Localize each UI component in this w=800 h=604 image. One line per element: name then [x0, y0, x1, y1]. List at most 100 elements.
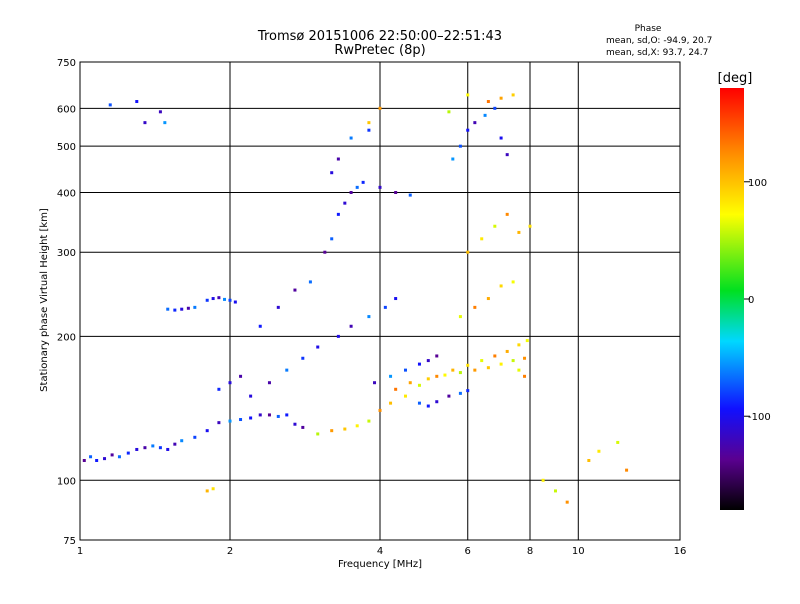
data-point	[135, 100, 139, 104]
data-point	[126, 451, 130, 455]
data-point	[308, 280, 312, 284]
chart-subtitle: RwPretec (8p)	[334, 43, 425, 58]
data-point	[458, 144, 462, 148]
data-point	[378, 185, 382, 189]
data-point	[316, 345, 320, 349]
data-point	[330, 429, 334, 433]
colorbar-label: [deg]	[718, 71, 753, 86]
data-point	[82, 458, 86, 462]
data-point	[417, 362, 421, 366]
data-point	[426, 404, 430, 408]
data-point	[511, 359, 515, 363]
data-point	[89, 455, 93, 459]
data-point	[523, 374, 527, 378]
data-point	[378, 106, 382, 110]
data-point	[483, 113, 487, 117]
data-point	[565, 500, 569, 504]
data-point	[511, 280, 515, 284]
data-point	[528, 224, 532, 228]
data-point	[249, 416, 253, 420]
data-point	[166, 447, 170, 451]
data-point	[233, 300, 237, 304]
y-axis-label: Stationary phase Virtual Height [km]	[39, 208, 50, 392]
x-tick-label: 10	[572, 546, 585, 557]
data-point	[267, 381, 271, 385]
colorbar	[720, 88, 744, 510]
data-point	[211, 297, 215, 301]
x-tick-label: 16	[674, 546, 687, 557]
data-point	[217, 387, 221, 391]
data-point	[205, 489, 209, 493]
data-point	[217, 296, 221, 300]
data-point	[505, 153, 509, 157]
data-point	[499, 96, 503, 100]
data-point	[349, 324, 353, 328]
data-point	[330, 171, 334, 175]
data-point	[466, 128, 470, 132]
data-point	[447, 110, 451, 114]
data-point	[285, 368, 289, 372]
data-point	[166, 307, 170, 311]
data-point	[349, 136, 353, 140]
data-point	[108, 103, 112, 107]
data-point	[110, 453, 114, 457]
data-points	[82, 93, 629, 504]
data-point	[473, 121, 477, 125]
data-point	[541, 478, 545, 482]
data-point	[466, 363, 470, 367]
data-point	[205, 429, 209, 433]
x-axis-ticks: 1 2 4 6 8 10 16	[77, 546, 687, 557]
data-point	[228, 419, 232, 423]
data-point	[473, 305, 477, 309]
data-point	[163, 121, 167, 125]
data-point	[336, 212, 340, 216]
data-point	[323, 250, 327, 254]
data-point	[466, 389, 470, 393]
data-point	[394, 190, 398, 194]
colorbar-ticks: 100 0 -100	[744, 178, 771, 423]
data-point	[301, 356, 305, 360]
data-point	[151, 444, 155, 448]
data-point	[336, 334, 340, 338]
data-point	[117, 455, 121, 459]
data-point	[267, 413, 271, 417]
data-point	[135, 447, 139, 451]
colorbar-tick-label: -100	[748, 412, 771, 423]
x-tick-label: 2	[227, 546, 233, 557]
data-point	[239, 374, 243, 378]
data-point	[417, 383, 421, 387]
data-point	[373, 381, 377, 385]
data-point	[389, 374, 393, 378]
data-point	[349, 190, 353, 194]
data-point	[143, 446, 147, 450]
data-point	[616, 440, 620, 444]
data-point	[493, 106, 497, 110]
data-point	[103, 457, 107, 461]
data-point	[143, 121, 147, 125]
data-point	[403, 368, 407, 372]
data-point	[95, 458, 99, 462]
data-point	[383, 305, 387, 309]
data-point	[211, 487, 215, 491]
phase-info-x: mean, sd,X: 93.7, 24.7	[606, 48, 708, 58]
data-point	[276, 305, 280, 309]
data-point	[301, 425, 305, 429]
y-tick-label: 750	[57, 58, 76, 69]
data-point	[258, 324, 262, 328]
data-point	[499, 284, 503, 288]
data-point	[451, 157, 455, 161]
phase-info-title: Phase	[635, 24, 662, 34]
data-point	[493, 354, 497, 358]
x-tick-label: 1	[77, 546, 83, 557]
data-point	[367, 419, 371, 423]
plot-frame	[79, 61, 681, 541]
data-point	[180, 307, 184, 311]
data-point	[276, 414, 280, 418]
data-point	[389, 401, 393, 405]
data-point	[403, 394, 407, 398]
data-point	[499, 362, 503, 366]
data-point	[458, 315, 462, 319]
data-point	[597, 449, 601, 453]
data-point	[517, 343, 521, 347]
